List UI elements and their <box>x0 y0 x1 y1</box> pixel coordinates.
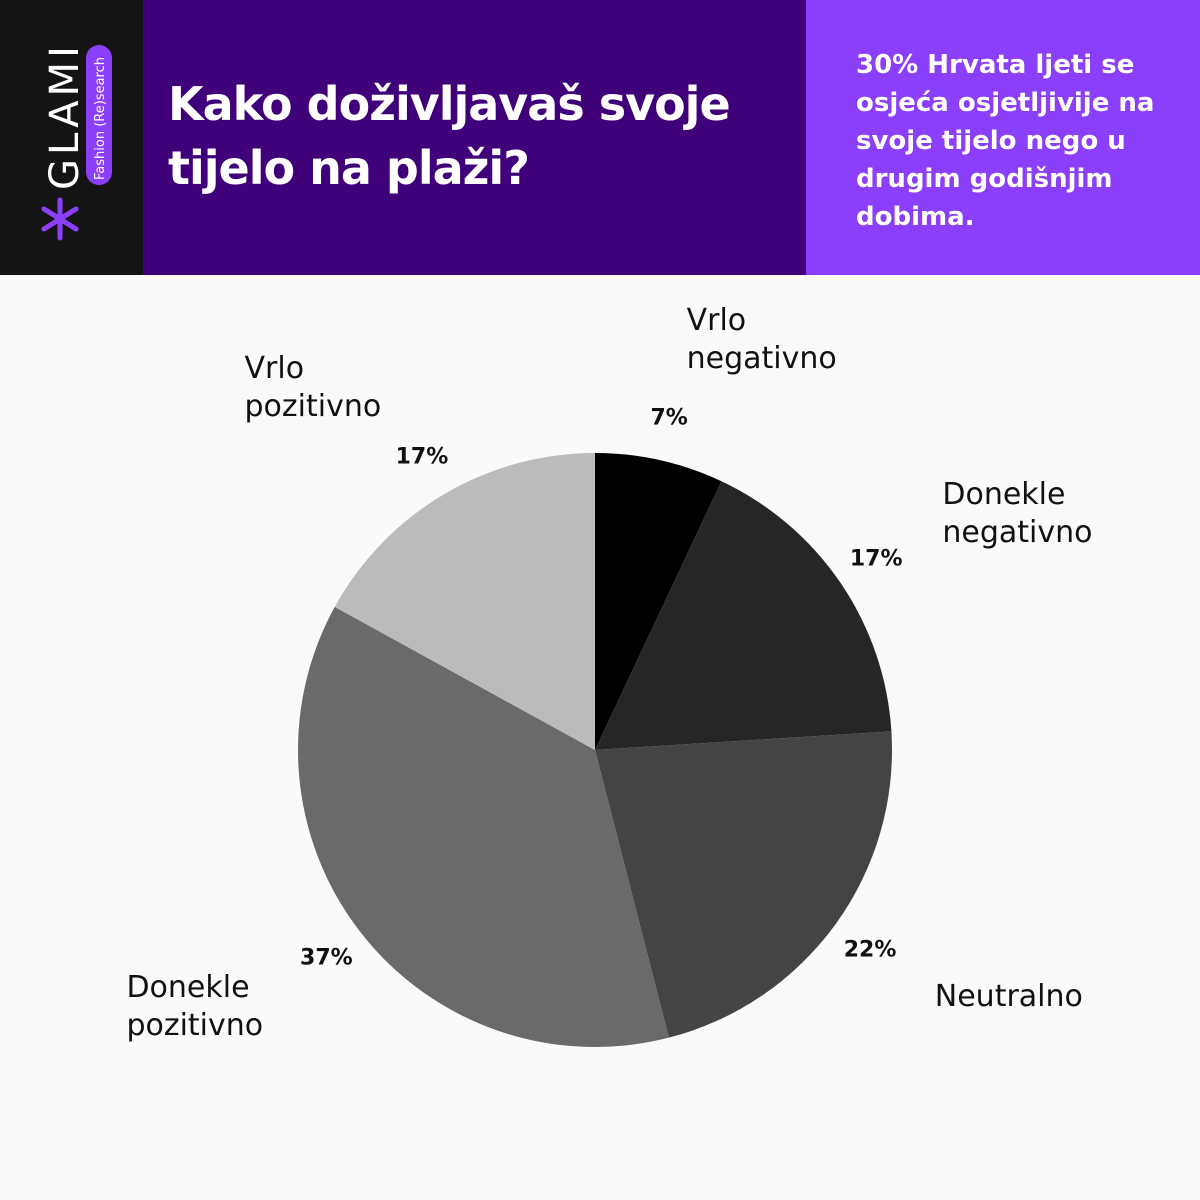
tagline-pill <box>86 45 112 185</box>
logo: GLAMI Fashion (Re)search <box>41 42 112 241</box>
value-label: 17% <box>849 546 903 572</box>
title: Kako doživljavaš svoje tijelo na plaži? <box>168 77 731 195</box>
pie-slice <box>297 606 669 1047</box>
title-block <box>143 0 806 275</box>
category-label: Vrlo pozitivno <box>244 351 382 425</box>
pie-slice <box>334 453 595 750</box>
value-label: 22% <box>843 937 897 963</box>
category-label: Donekle negativno <box>942 476 1093 550</box>
value-label: 37% <box>300 945 353 971</box>
logo-tagline: Fashion (Re)search <box>93 57 108 180</box>
pie-slice <box>595 481 892 750</box>
pie-slice <box>595 731 892 1038</box>
category-label: Donekle pozitivno <box>126 970 264 1044</box>
value-label: 7% <box>650 405 688 431</box>
note-block <box>806 0 1200 275</box>
logo-block: GLAMI Fashion (Re)search <box>0 0 143 275</box>
category-label: Vrlo negativno <box>686 303 837 377</box>
category-label: Neutralno <box>934 978 1083 1014</box>
value-label: 17% <box>395 444 449 470</box>
note: 30% Hrvata ljeti se osjeća osjetljivije … <box>856 50 1155 232</box>
pie-slice <box>595 453 722 750</box>
asterisk-icon <box>41 197 79 241</box>
logo-name: GLAMI <box>42 42 88 190</box>
